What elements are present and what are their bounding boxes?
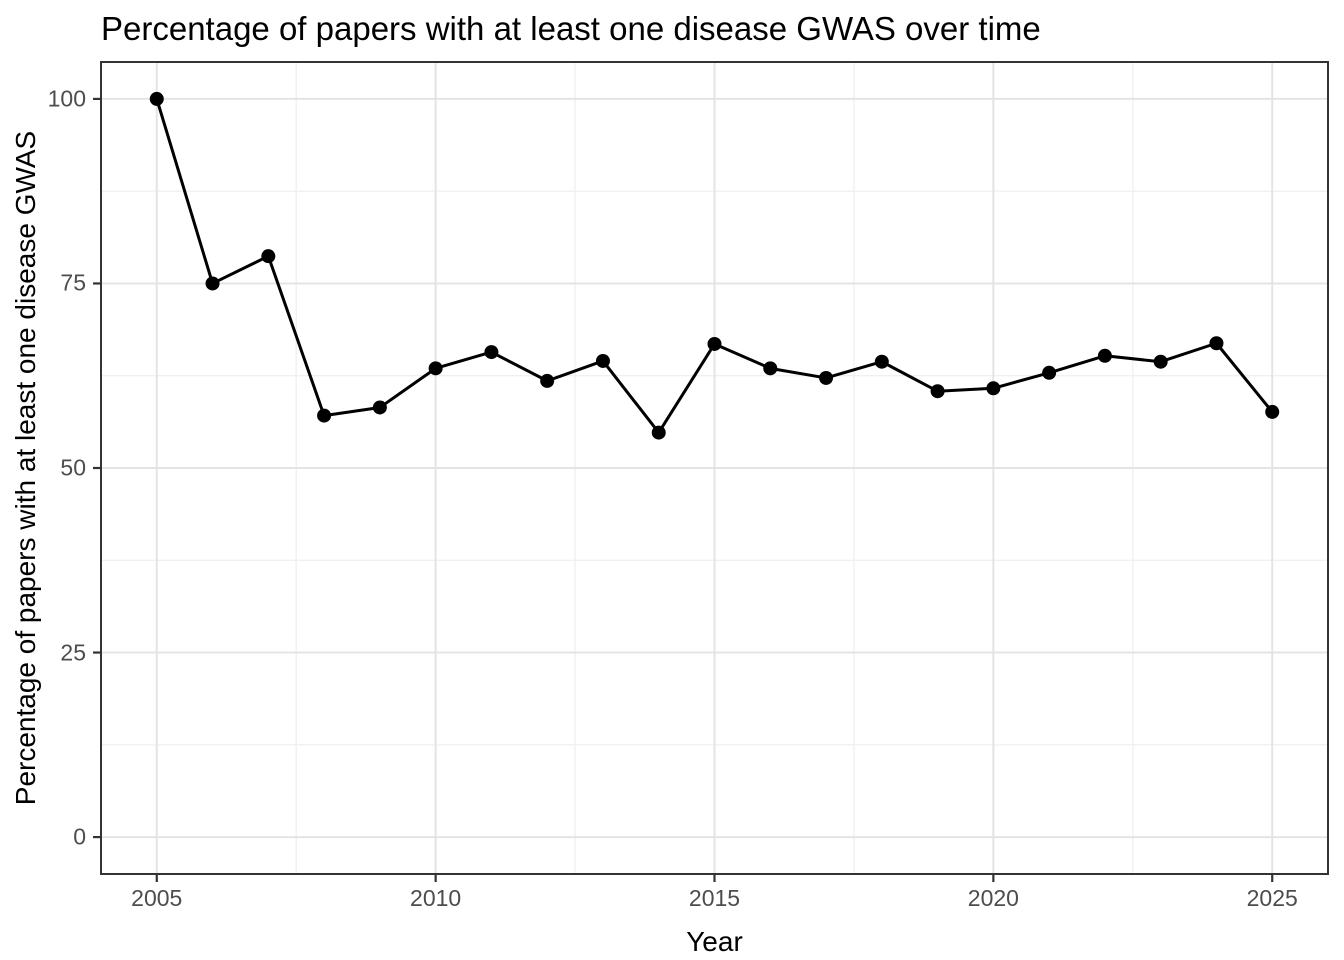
data-point — [540, 373, 555, 388]
data-point — [484, 345, 499, 360]
x-tick-label: 2020 — [967, 885, 1019, 911]
y-tick-label: 100 — [47, 85, 86, 112]
x-tick-label: 2015 — [688, 885, 741, 911]
plot-title: Percentage of papers with at least one d… — [101, 10, 1041, 47]
y-tick-label: 75 — [60, 269, 86, 296]
data-point — [1209, 336, 1224, 351]
y-tick-label: 0 — [73, 823, 86, 850]
data-point — [763, 361, 778, 376]
data-point — [595, 353, 610, 368]
x-axis-title: Year — [686, 926, 743, 957]
y-tick-label: 50 — [60, 454, 86, 481]
x-tick-label: 2010 — [410, 885, 462, 911]
data-point — [1042, 365, 1057, 380]
data-point — [428, 361, 443, 376]
data-point — [986, 381, 1001, 396]
data-point — [372, 400, 387, 415]
data-point — [874, 354, 889, 369]
data-point — [317, 408, 332, 423]
data-point — [819, 370, 834, 385]
data-point — [1153, 354, 1168, 369]
x-tick-label: 2025 — [1246, 885, 1298, 911]
data-point — [1097, 348, 1112, 363]
data-point — [930, 384, 945, 399]
data-point — [1265, 404, 1280, 419]
y-tick-label: 25 — [60, 639, 86, 666]
data-point — [651, 425, 666, 440]
data-point — [149, 91, 164, 106]
data-point — [205, 276, 220, 291]
x-tick-label: 2005 — [131, 885, 183, 911]
data-point — [707, 336, 722, 351]
data-point — [261, 249, 276, 264]
